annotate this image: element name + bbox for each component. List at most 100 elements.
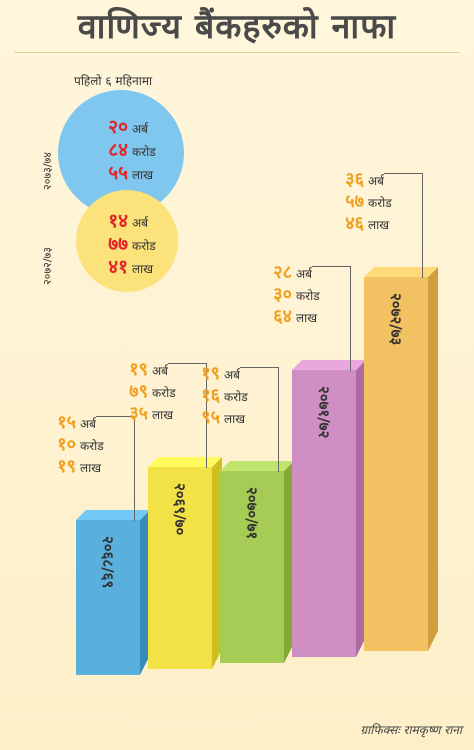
annotation-karod-unit: करोड: [368, 196, 392, 210]
annotation-arba-value: १९: [129, 359, 148, 380]
annotation-line: १६ करोड: [194, 385, 248, 407]
graphics-credit: ग्राफिक्सः रामकृष्ण राना: [360, 723, 462, 737]
bar-1: २०६८/६९: [76, 510, 150, 675]
annotation-leader-line: [384, 173, 423, 278]
bar-year-label: २०६८/६९: [99, 536, 117, 589]
unit-lakh: लाख: [132, 262, 154, 276]
unit-lakh: लाख: [132, 168, 154, 182]
annotation-karod-value: १०: [57, 434, 76, 455]
annotation-lakh-unit: लाख: [152, 408, 174, 422]
bar-side-face: [140, 510, 150, 675]
bar-5-annotation: ३६ अर्ब ५७ करोड ४६ लाख: [338, 169, 392, 235]
annotation-line: ३० करोड: [266, 284, 320, 306]
bar-front-face: [220, 471, 284, 663]
bar-top-face: [220, 461, 294, 471]
annotation-lakh-value: ४६: [345, 213, 364, 234]
annotation-line: ५७ करोड: [338, 191, 392, 213]
bar-2: २०६९/७०: [148, 457, 222, 669]
circle2-karod: ७७: [108, 233, 128, 255]
annotation-lakh-unit: लाख: [224, 412, 246, 426]
annotation-karod-value: १६: [201, 385, 220, 406]
bar-side-face: [212, 457, 222, 669]
bar-year-label: २०७१/७२: [315, 386, 333, 439]
annotation-leader-line: [312, 266, 351, 371]
title-divider: [14, 52, 460, 53]
annotation-leader-line: [240, 367, 279, 472]
annotation-line: ६४ लाख: [266, 306, 320, 328]
circle1-karod: ८४: [108, 139, 128, 161]
circle2-period: २०७२/७३: [41, 246, 54, 285]
annotation-line: १० करोड: [50, 434, 104, 456]
unit-karod: करोड: [132, 239, 156, 253]
annotation-line: ७९ करोड: [122, 381, 176, 403]
annotation-line: २८ अर्ब: [266, 262, 320, 284]
annotation-line: ३५ लाख: [122, 403, 176, 425]
circle1-arba: २०: [108, 116, 128, 138]
annotation-karod-value: ५७: [345, 191, 364, 212]
annotation-line: १९ अर्ब: [122, 359, 176, 381]
annotation-arba-value: १९: [201, 363, 220, 384]
circle-2073-74-values: २० अर्ब ८४ करोड ५५ लाख: [98, 116, 156, 185]
bar-side-face: [284, 461, 294, 663]
annotation-lakh-value: ३५: [129, 403, 148, 424]
annotation-arba-value: १५: [57, 412, 76, 433]
annotation-line: १९ लाख: [50, 456, 104, 478]
annotation-arba-value: २८: [273, 262, 292, 283]
annotation-lakh-unit: लाख: [368, 218, 390, 232]
circle1-lakh: ५५: [108, 162, 128, 184]
bar-year-label: २०७०/७१: [243, 487, 261, 540]
unit-karod: करोड: [132, 145, 156, 159]
unit-arba: अर्ब: [132, 122, 149, 136]
annotation-line: १९ अर्ब: [194, 363, 248, 385]
bar-top-face: [292, 360, 366, 370]
annotation-line: ९५ लाख: [194, 407, 248, 429]
annotation-arba-unit: अर्ब: [296, 267, 313, 281]
bar-side-face: [356, 360, 366, 657]
circle-2072-73: [76, 190, 178, 292]
annotation-lakh-value: ९५: [201, 407, 220, 428]
annotation-karod-unit: करोड: [80, 439, 104, 453]
annotation-line: ३६ अर्ब: [338, 169, 392, 191]
circle-2072-73-values: १४ अर्ब ७७ करोड ४१ लाख: [98, 210, 156, 279]
bar-top-face: [148, 457, 222, 467]
annotation-lakh-value: १९: [57, 456, 76, 477]
annotation-karod-unit: करोड: [296, 289, 320, 303]
chart-subtitle: पहिलो ६ महिनामा: [74, 74, 153, 88]
bar-front-face: [292, 370, 356, 657]
annotation-lakh-value: ६४: [273, 306, 292, 327]
bar-front-face: [76, 520, 140, 675]
bar-5: २०७२/७३: [364, 267, 438, 651]
bar-3-annotation: १९ अर्ब १६ करोड ९५ लाख: [194, 363, 248, 429]
bar-2-annotation: १९ अर्ब ७९ करोड ३५ लाख: [122, 359, 176, 425]
bar-year-label: २०७२/७३: [387, 293, 405, 346]
annotation-karod-value: ३०: [273, 284, 292, 305]
annotation-arba-value: ३६: [345, 169, 364, 190]
bar-year-label: २०६९/७०: [171, 483, 189, 536]
annotation-leader-line: [168, 363, 207, 468]
bar-1-annotation: १५ अर्ब १० करोड १९ लाख: [50, 412, 104, 478]
bar-4: २०७१/७२: [292, 360, 366, 657]
circle1-period: २०७३/७४: [41, 151, 54, 190]
chart-title: वाणिज्य बैंकहरुको नाफा: [77, 7, 397, 47]
bar-top-face: [76, 510, 150, 520]
annotation-karod-value: ७९: [129, 381, 148, 402]
annotation-arba-unit: अर्ब: [152, 364, 169, 378]
annotation-arba-unit: अर्ब: [80, 417, 97, 431]
annotation-arba-unit: अर्ब: [368, 174, 385, 188]
bar-top-face: [364, 267, 438, 277]
annotation-arba-unit: अर्ब: [224, 368, 241, 382]
annotation-leader-line: [96, 416, 135, 521]
annotation-karod-unit: करोड: [224, 390, 248, 404]
bar-front-face: [148, 467, 212, 669]
annotation-line: १५ अर्ब: [50, 412, 104, 434]
bar-side-face: [428, 267, 438, 651]
bar-4-annotation: २८ अर्ब ३० करोड ६४ लाख: [266, 262, 320, 328]
annotation-karod-unit: करोड: [152, 386, 176, 400]
annotation-lakh-unit: लाख: [296, 311, 318, 325]
bar-3: २०७०/७१: [220, 461, 294, 663]
annotation-lakh-unit: लाख: [80, 461, 102, 475]
bar-front-face: [364, 277, 428, 651]
unit-arba: अर्ब: [132, 216, 149, 230]
circle2-lakh: ४१: [108, 256, 128, 278]
